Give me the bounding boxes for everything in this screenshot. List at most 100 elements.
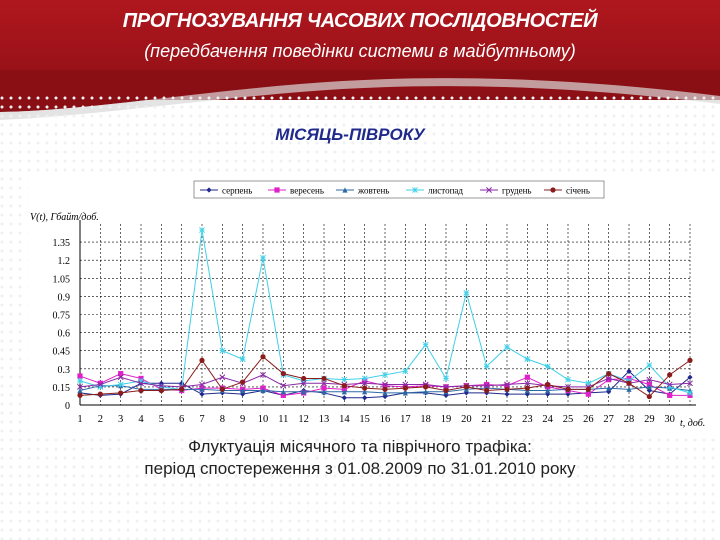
data-point [463, 384, 469, 390]
x-tick-label: 23 [522, 414, 533, 425]
chart-series [77, 227, 693, 401]
data-point [138, 387, 144, 394]
y-tick-label: 0.15 [53, 383, 71, 394]
data-point [219, 347, 226, 354]
legend-marker [550, 187, 556, 193]
data-point [97, 383, 104, 390]
y-tick-label: 0 [65, 401, 70, 412]
data-point [199, 357, 205, 363]
data-point [545, 387, 551, 394]
data-point [646, 384, 652, 390]
data-point [260, 371, 266, 378]
data-point [443, 375, 449, 382]
data-point [606, 371, 612, 377]
x-tick-label: 17 [400, 414, 411, 425]
data-point [240, 387, 246, 394]
data-point [646, 393, 652, 400]
legend-marker [206, 187, 212, 193]
data-point [361, 380, 368, 387]
x-tick-label: 11 [278, 414, 288, 425]
data-point [382, 371, 388, 378]
data-point [646, 362, 653, 369]
data-point [300, 380, 307, 387]
data-point [321, 385, 327, 391]
data-point [545, 391, 551, 397]
x-tick-label: 20 [461, 414, 472, 425]
y-tick-label: 1.35 [53, 238, 71, 249]
data-point [240, 379, 246, 385]
data-point [484, 387, 490, 394]
data-point [280, 389, 286, 395]
data-point [260, 254, 266, 261]
data-point [362, 385, 368, 391]
data-point [524, 374, 530, 380]
data-point [626, 368, 632, 374]
x-tick-label: 8 [220, 414, 225, 425]
x-tick-label: 14 [339, 414, 350, 425]
data-point [199, 386, 205, 392]
data-point [524, 385, 530, 391]
legend-label: грудень [502, 186, 532, 196]
x-tick-label: 25 [563, 414, 574, 425]
x-tick-label: 7 [199, 414, 204, 425]
data-point [117, 374, 124, 381]
y-tick-label: 1.2 [58, 256, 71, 267]
data-point [565, 391, 571, 397]
data-point [77, 373, 83, 379]
legend-marker [486, 187, 492, 193]
data-point [240, 391, 246, 397]
data-point [199, 227, 205, 233]
data-point [158, 382, 165, 389]
x-tick-label: 21 [481, 414, 492, 425]
data-point [321, 375, 327, 382]
x-tick-label: 19 [441, 414, 452, 425]
data-point [504, 344, 510, 350]
data-point [483, 363, 490, 370]
data-point [585, 391, 591, 397]
data-point [504, 383, 510, 389]
data-point [138, 377, 144, 384]
data-point [524, 380, 531, 387]
data-point [402, 385, 408, 391]
legend-marker [274, 187, 280, 193]
page-subtitle: (передбачення поведінки системи в майбут… [144, 41, 576, 61]
y-tick-label: 0.3 [58, 365, 71, 376]
caption-line-1: Флуктуація місячного та піврічного трафі… [188, 437, 532, 456]
data-point [77, 392, 83, 398]
data-point [667, 372, 673, 378]
x-tick-label: 15 [359, 414, 370, 425]
y-tick-label: 0.9 [58, 292, 71, 303]
x-tick-label: 3 [118, 414, 123, 425]
data-point [199, 391, 205, 397]
data-point [239, 356, 246, 363]
legend-label: жовтень [357, 186, 389, 196]
x-tick-label: 24 [542, 414, 553, 425]
data-point [666, 383, 673, 390]
data-point [138, 380, 144, 387]
data-point [443, 387, 449, 394]
data-point [341, 389, 347, 395]
chart-grid [79, 224, 691, 406]
header-wave [0, 70, 720, 120]
x-tick-label: 16 [380, 414, 391, 425]
data-point [158, 383, 165, 390]
data-point [77, 387, 83, 394]
data-point [585, 386, 591, 392]
data-point [77, 383, 83, 390]
data-point [687, 357, 693, 363]
data-point [321, 380, 327, 387]
data-point [544, 363, 551, 370]
data-point [117, 381, 124, 388]
x-tick-label: 26 [583, 414, 594, 425]
data-point [402, 368, 409, 375]
x-tick-label: 12 [298, 414, 309, 425]
chart-panel: серпень вересень жовтень листопад грудень січ… [28, 176, 718, 434]
data-point [219, 374, 226, 381]
data-point [422, 341, 429, 348]
data-point [565, 376, 571, 383]
data-point [524, 356, 531, 363]
data-point [565, 386, 571, 392]
data-point [280, 371, 286, 377]
data-point [118, 390, 124, 396]
data-point [158, 387, 164, 394]
